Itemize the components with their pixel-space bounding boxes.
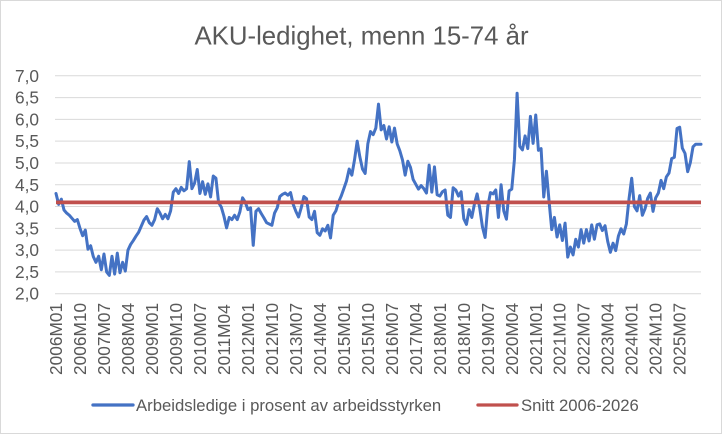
svg-text:2020M04: 2020M04 <box>502 303 522 375</box>
svg-text:Arbeidsledige i prosent av arb: Arbeidsledige i prosent av arbeidsstyrke… <box>136 396 441 415</box>
svg-text:4,5: 4,5 <box>15 175 39 195</box>
svg-text:2014M04: 2014M04 <box>310 303 330 375</box>
svg-text:6,5: 6,5 <box>15 88 39 108</box>
svg-text:4,0: 4,0 <box>15 197 39 217</box>
svg-text:2021M01: 2021M01 <box>526 303 546 375</box>
svg-text:7,0: 7,0 <box>15 66 39 86</box>
svg-text:2006M01: 2006M01 <box>46 303 66 375</box>
svg-text:2006M10: 2006M10 <box>70 303 90 375</box>
svg-text:2024M01: 2024M01 <box>622 303 642 375</box>
svg-text:2012M01: 2012M01 <box>238 303 258 375</box>
svg-text:AKU-ledighet, menn 15-74 år: AKU-ledighet, menn 15-74 år <box>194 23 529 51</box>
svg-text:2010M07: 2010M07 <box>190 303 210 375</box>
svg-text:3,0: 3,0 <box>15 240 39 260</box>
svg-text:2025M07: 2025M07 <box>670 303 690 375</box>
svg-text:2023M04: 2023M04 <box>598 303 618 375</box>
svg-text:2009M10: 2009M10 <box>166 303 186 375</box>
svg-text:2018M10: 2018M10 <box>454 303 474 375</box>
svg-text:3,5: 3,5 <box>15 218 39 238</box>
svg-text:2018M01: 2018M01 <box>430 303 450 375</box>
svg-text:2019M07: 2019M07 <box>478 303 498 375</box>
svg-text:Snitt 2006-2026: Snitt 2006-2026 <box>521 396 639 415</box>
svg-text:2,5: 2,5 <box>15 262 39 282</box>
svg-text:2024M10: 2024M10 <box>646 303 666 375</box>
svg-text:5,0: 5,0 <box>15 153 39 173</box>
svg-text:2015M10: 2015M10 <box>358 303 378 375</box>
svg-text:2015M01: 2015M01 <box>334 303 354 375</box>
svg-text:2008M04: 2008M04 <box>118 303 138 375</box>
svg-text:2007M07: 2007M07 <box>94 303 114 375</box>
svg-text:2012M10: 2012M10 <box>262 303 282 375</box>
svg-text:2021M10: 2021M10 <box>550 303 570 375</box>
svg-text:2013M07: 2013M07 <box>286 303 306 375</box>
svg-text:2016M07: 2016M07 <box>382 303 402 375</box>
svg-text:2022M07: 2022M07 <box>574 303 594 375</box>
svg-text:2,0: 2,0 <box>15 284 39 304</box>
svg-text:5,5: 5,5 <box>15 131 39 151</box>
svg-text:2009M01: 2009M01 <box>142 303 162 375</box>
svg-text:2017M04: 2017M04 <box>406 303 426 375</box>
svg-text:2011M04: 2011M04 <box>214 304 234 375</box>
svg-text:6,0: 6,0 <box>15 109 39 129</box>
